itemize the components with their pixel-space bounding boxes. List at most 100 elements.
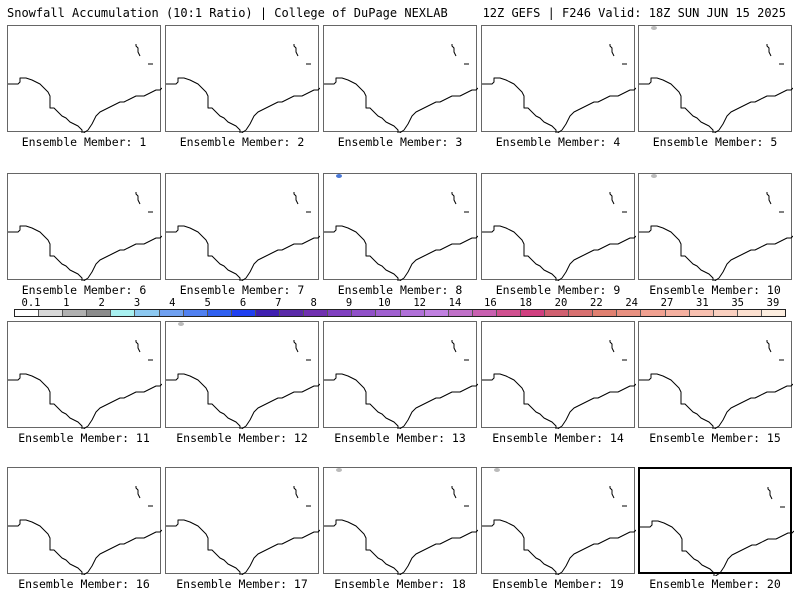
colorbar-swatch: [593, 310, 618, 316]
colorbar-swatch: [39, 310, 64, 316]
ensemble-member-label: Ensemble Member: 16: [18, 577, 150, 591]
colorbar-tick-label: 4: [169, 297, 176, 309]
member-map: [324, 468, 478, 575]
ensemble-member-panel[interactable]: [638, 25, 793, 133]
colorbar-tick-label: 31: [696, 297, 709, 309]
colorbar-tick-label: 20: [554, 297, 568, 309]
ensemble-member-panel[interactable]: [7, 321, 162, 429]
coastline: [8, 77, 162, 133]
member-map: [8, 192, 162, 281]
colorbar-tick-label: 35: [731, 297, 744, 309]
colorbar-swatch: [352, 310, 377, 316]
coast-island: [293, 44, 299, 57]
member-map: [8, 486, 162, 575]
ensemble-member-panel[interactable]: [7, 25, 162, 133]
coastline: [324, 225, 478, 281]
coastline: [639, 225, 793, 281]
ensemble-member-panel[interactable]: [323, 25, 478, 133]
colorbar-tick-label: 0.1: [21, 297, 41, 309]
coast-island: [135, 340, 141, 353]
ensemble-member-panel[interactable]: [7, 173, 162, 281]
ensemble-member-label: Ensemble Member: 20: [649, 577, 781, 591]
member-map: [482, 340, 636, 429]
coast-island: [135, 486, 141, 499]
colorbar-swatch: [520, 310, 546, 316]
ensemble-member-panel[interactable]: [165, 173, 320, 281]
ensemble-member-panel[interactable]: [638, 173, 793, 281]
member-map: [8, 340, 162, 429]
colorbar-swatch: [545, 310, 570, 316]
colorbar-swatch: [376, 310, 401, 316]
colorbar-swatch: [87, 310, 112, 316]
ensemble-member-panel[interactable]: [481, 173, 636, 281]
coast-island: [766, 340, 772, 353]
member-map: [639, 26, 793, 133]
coastline: [640, 520, 794, 576]
coastline: [639, 77, 793, 133]
colorbar-swatch: [111, 310, 136, 316]
coast-island: [766, 44, 772, 57]
coast-island: [766, 192, 772, 205]
ensemble-member-label: Ensemble Member: 7: [179, 283, 305, 297]
ensemble-member-panel[interactable]: [323, 467, 478, 575]
colorbar-swatch: [496, 310, 521, 316]
colorbar-swatch: [183, 310, 208, 316]
ensemble-member-panel[interactable]: [165, 321, 320, 429]
ensemble-member-panel[interactable]: [323, 173, 478, 281]
colorbar-swatch: [135, 310, 160, 316]
colorbar-tick-label: 24: [625, 297, 638, 309]
colorbar-swatch: [255, 310, 281, 316]
coast-island: [451, 44, 457, 57]
member-map: [639, 174, 793, 281]
colorbar-tick-label: 2: [98, 297, 105, 309]
model-run-info: 12Z GEFS | F246 Valid: 18Z SUN JUN 15 20…: [482, 6, 786, 20]
colorbar-swatch: [159, 310, 184, 316]
coast-island: [609, 44, 615, 57]
coastline: [166, 519, 320, 575]
colorbar-tick-label: 9: [345, 297, 353, 309]
colorbar-swatch: [15, 310, 40, 316]
ensemble-member-panel[interactable]: [165, 25, 320, 133]
colorbar-tick-label: 14: [448, 297, 462, 309]
colorbar-swatch: [231, 310, 256, 316]
colorbar-tick-label: 1: [63, 297, 70, 309]
ensemble-member-panel[interactable]: [481, 25, 636, 133]
ensemble-member-panel[interactable]: [323, 321, 478, 429]
member-map: [166, 44, 320, 133]
ensemble-member-panel[interactable]: [638, 321, 793, 429]
ensemble-member-label: Ensemble Member: 9: [495, 283, 621, 297]
ensemble-member-panel[interactable]: [481, 321, 636, 429]
ensemble-member-panel[interactable]: [481, 467, 636, 575]
coastline: [166, 225, 320, 281]
ensemble-member-label: Ensemble Member: 2: [179, 135, 305, 149]
ensemble-member-label: Ensemble Member: 18: [334, 577, 466, 591]
member-map: [324, 174, 478, 281]
colorbar-swatch: [304, 310, 329, 316]
ensemble-member-panel[interactable]: [165, 467, 320, 575]
colorbar-swatch: [713, 310, 738, 316]
member-map: [324, 44, 478, 133]
coast-island: [135, 192, 141, 205]
colorbar-swatch: [761, 310, 785, 316]
colorbar-swatch: [448, 310, 473, 316]
coastline: [8, 373, 162, 429]
ensemble-member-label: Ensemble Member: 8: [337, 283, 463, 297]
coastline: [324, 373, 478, 429]
colorbar-swatch: [737, 310, 762, 316]
ensemble-member-label: Ensemble Member: 13: [334, 431, 466, 445]
colorbar-swatch: [689, 310, 714, 316]
ensemble-member-panel[interactable]: [638, 467, 794, 576]
coastline: [639, 373, 793, 429]
member-map: [482, 44, 636, 133]
member-map: [640, 487, 794, 576]
ensemble-member-panel[interactable]: [7, 467, 162, 575]
member-map: [8, 44, 162, 133]
coastline: [482, 225, 636, 281]
member-map: [482, 192, 636, 281]
coast-island: [135, 44, 141, 57]
colorbar-tick-label: 18: [519, 297, 532, 309]
coastline: [8, 225, 162, 281]
colorbar-tick-label: 8: [310, 297, 317, 309]
coastline: [324, 519, 478, 575]
coast-island: [609, 340, 615, 353]
